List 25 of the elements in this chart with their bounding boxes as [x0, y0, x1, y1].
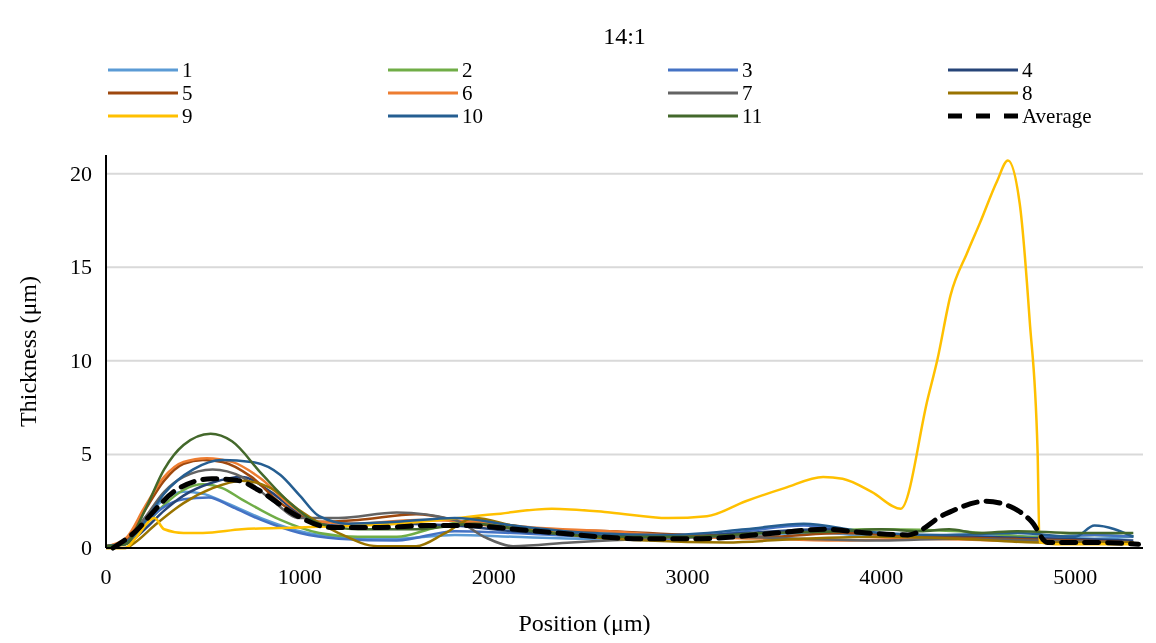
- y-axis-title: Thickness (μm): [15, 276, 41, 427]
- legend-label: 9: [182, 104, 193, 128]
- legend-label: 5: [182, 81, 193, 105]
- x-tick-label: 0: [100, 564, 112, 589]
- x-tick-label: 2000: [471, 564, 516, 589]
- y-tick-label: 20: [70, 160, 92, 186]
- y-tick-label: 5: [81, 441, 92, 467]
- legend-label: 1: [182, 58, 193, 82]
- legend-label: 2: [462, 58, 473, 82]
- x-tick-label: 5000: [1053, 564, 1098, 589]
- x-tick-label: 1000: [277, 564, 322, 589]
- legend-label: 7: [742, 81, 753, 105]
- legend-label: 8: [1022, 81, 1033, 105]
- legend-label: Average: [1022, 104, 1092, 128]
- legend-label: 6: [462, 81, 473, 105]
- x-tick-label: 4000: [859, 564, 904, 589]
- legend-label: 4: [1022, 58, 1033, 82]
- legend-label: 11: [742, 104, 763, 128]
- y-tick-label: 0: [81, 535, 92, 560]
- chart-title: 14:1: [603, 23, 646, 49]
- legend-label: 3: [742, 58, 753, 82]
- y-tick-label: 15: [70, 254, 92, 280]
- legend-label: 10: [462, 104, 483, 128]
- x-tick-label: 3000: [665, 564, 710, 589]
- y-tick-label: 10: [70, 347, 92, 373]
